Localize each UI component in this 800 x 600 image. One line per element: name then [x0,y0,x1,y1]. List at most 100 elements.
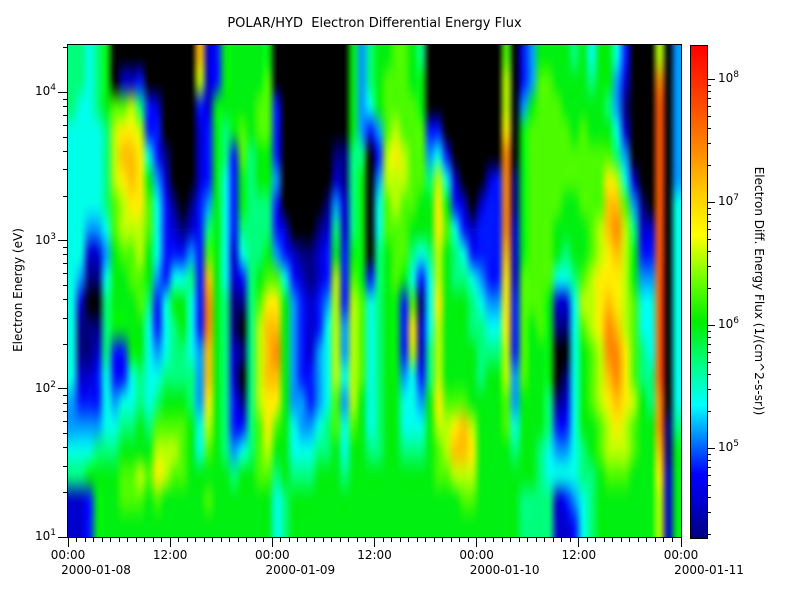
colorbar-minor-tick [707,90,711,92]
y-minor-tick [63,395,68,397]
colorbar-minor-tick [707,484,711,486]
x-tick-date-label: 2000-01-08 [61,563,131,577]
y-minor-tick [63,47,68,49]
y-minor-tick [63,263,68,265]
x-tick-time-label: 00:00 [459,548,494,562]
spectrogram-heatmap [68,45,681,537]
x-minor-tick [101,538,103,542]
y-major-tick [58,91,68,93]
x-minor-tick [569,538,571,542]
x-minor-tick [263,538,265,542]
x-tick-time-label: 12:00 [357,548,392,562]
x-minor-tick [391,538,393,542]
colorbar-major-tick [707,324,715,326]
x-minor-tick [620,538,622,542]
x-tick-date-label: 2000-01-11 [674,563,744,577]
colorbar-minor-tick [707,143,711,145]
x-major-tick [374,538,375,547]
x-minor-tick [510,538,512,542]
colorbar-minor-tick [707,250,711,252]
colorbar-label: Electron Diff. Energy Flux (1/(cm^2-s-sr… [752,166,766,416]
x-minor-tick [535,538,537,542]
x-minor-tick [433,538,435,542]
x-minor-tick [322,538,324,542]
x-major-tick [476,538,478,547]
colorbar-minor-tick [707,84,711,86]
x-minor-tick [544,538,546,542]
x-minor-tick [246,538,248,542]
colorbar-major-tick [707,447,715,449]
x-minor-tick [127,538,129,542]
y-minor-tick [63,98,68,100]
x-minor-tick [501,538,503,542]
colorbar-minor-tick [707,220,711,222]
x-minor-tick [467,538,469,542]
x-minor-tick [356,538,358,542]
x-minor-tick [280,538,282,542]
x-minor-tick [93,538,95,542]
x-tick-time-label: 00:00 [663,548,699,562]
x-minor-tick [212,538,214,542]
x-minor-tick [297,538,299,542]
y-minor-tick [63,447,68,449]
colorbar-minor-tick [707,475,711,477]
x-minor-tick [237,538,239,542]
y-minor-tick [63,284,68,286]
x-minor-tick [288,538,290,542]
y-minor-tick [63,169,68,171]
y-minor-tick [63,254,68,256]
colorbar-minor-tick [707,389,711,391]
colorbar-major-tick [707,201,715,203]
x-minor-tick [459,538,461,542]
x-tick-date-label: 2000-01-10 [469,563,540,577]
x-major-tick [680,538,682,547]
colorbar-minor-tick [707,287,711,289]
x-minor-tick [408,538,410,542]
colorbar-minor-tick [707,512,711,514]
x-minor-tick [110,538,112,542]
x-minor-tick [152,538,154,542]
colorbar-minor-tick [707,343,711,345]
colorbar-minor-tick [707,373,711,375]
y-tick-label: 103 [34,231,56,247]
x-minor-tick [561,538,563,542]
colorbar-minor-tick [707,330,711,332]
colorbar-minor-tick [707,238,711,240]
y-minor-tick [63,106,68,108]
y-minor-tick [63,136,68,138]
x-major-tick [169,538,171,547]
colorbar-minor-tick [707,466,711,468]
chart-title: POLAR/HYD Electron Differential Energy F… [227,16,522,31]
colorbar-minor-tick [707,213,711,215]
y-minor-tick [63,114,68,116]
colorbar-tick-label: 105 [718,439,740,455]
x-major-tick [271,538,273,547]
x-minor-tick [144,538,146,542]
x-minor-tick [203,538,205,542]
x-minor-tick [348,538,350,542]
y-minor-tick [63,317,68,319]
y-tick-label: 101 [34,528,56,543]
colorbar-minor-tick [707,459,711,461]
colorbar-minor-tick [707,533,711,535]
x-minor-tick [518,538,520,542]
x-minor-tick [586,538,588,542]
x-minor-tick [629,538,631,542]
x-major-tick [67,538,69,547]
x-minor-tick [442,538,444,542]
y-minor-tick [63,402,68,404]
x-minor-tick [671,538,673,542]
colorbar-major-tick [707,78,715,80]
y-minor-tick [63,491,68,493]
x-minor-tick [493,538,495,542]
colorbar-minor-tick [707,115,711,117]
y-tick-label: 102 [34,379,56,395]
y-minor-tick [63,432,68,434]
x-minor-tick [527,538,529,542]
y-minor-tick [63,299,68,301]
x-minor-tick [195,538,197,542]
x-minor-tick [161,538,163,542]
colorbar [690,45,708,539]
y-minor-tick [63,272,68,274]
